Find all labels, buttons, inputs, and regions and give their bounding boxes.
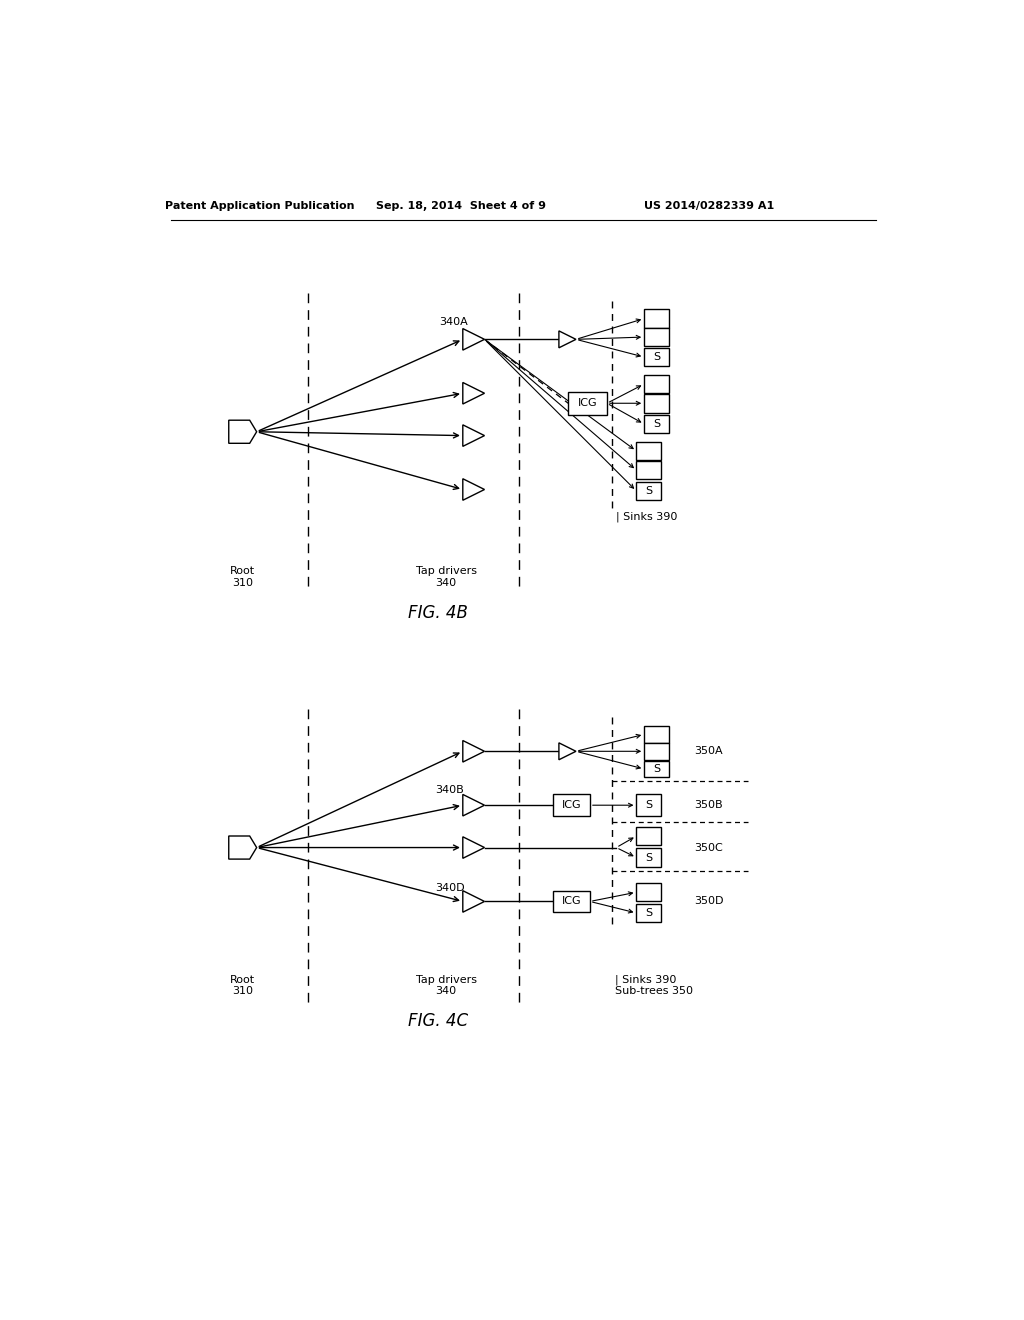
FancyBboxPatch shape xyxy=(644,327,669,346)
FancyBboxPatch shape xyxy=(644,414,669,433)
Text: | Sinks 390: | Sinks 390 xyxy=(614,974,676,985)
FancyBboxPatch shape xyxy=(636,795,662,816)
Text: S: S xyxy=(653,352,660,362)
Polygon shape xyxy=(463,479,484,500)
Text: S: S xyxy=(645,908,652,917)
FancyBboxPatch shape xyxy=(636,442,662,461)
Polygon shape xyxy=(559,743,575,760)
Text: ICG: ICG xyxy=(578,399,597,408)
Text: US 2014/0282339 A1: US 2014/0282339 A1 xyxy=(644,201,774,211)
Text: FIG. 4B: FIG. 4B xyxy=(408,603,468,622)
FancyBboxPatch shape xyxy=(644,309,669,327)
FancyBboxPatch shape xyxy=(644,760,669,777)
FancyBboxPatch shape xyxy=(644,348,669,367)
Text: ICG: ICG xyxy=(561,800,581,810)
FancyBboxPatch shape xyxy=(636,849,662,867)
FancyBboxPatch shape xyxy=(553,891,590,912)
Polygon shape xyxy=(463,795,484,816)
Text: 340B: 340B xyxy=(435,785,464,795)
Polygon shape xyxy=(463,383,484,404)
FancyBboxPatch shape xyxy=(644,743,669,760)
Text: 350C: 350C xyxy=(693,842,723,853)
Text: 350D: 350D xyxy=(693,896,723,907)
Text: Root
310: Root 310 xyxy=(230,566,255,589)
FancyBboxPatch shape xyxy=(644,395,669,412)
Text: Sub-trees 350: Sub-trees 350 xyxy=(614,986,692,997)
FancyBboxPatch shape xyxy=(568,392,607,414)
FancyBboxPatch shape xyxy=(636,904,662,923)
FancyBboxPatch shape xyxy=(636,826,662,845)
Text: ICG: ICG xyxy=(561,896,581,907)
Polygon shape xyxy=(228,836,257,859)
Polygon shape xyxy=(228,420,257,444)
FancyBboxPatch shape xyxy=(644,375,669,393)
Text: Tap drivers
340: Tap drivers 340 xyxy=(416,974,477,997)
Polygon shape xyxy=(463,425,484,446)
Polygon shape xyxy=(463,891,484,912)
Text: S: S xyxy=(645,853,652,862)
Text: S: S xyxy=(653,764,660,774)
Polygon shape xyxy=(463,329,484,350)
FancyBboxPatch shape xyxy=(636,482,662,500)
Text: 340D: 340D xyxy=(435,883,465,892)
FancyBboxPatch shape xyxy=(644,726,669,743)
Text: Sep. 18, 2014  Sheet 4 of 9: Sep. 18, 2014 Sheet 4 of 9 xyxy=(376,201,546,211)
Text: S: S xyxy=(645,486,652,496)
Polygon shape xyxy=(463,741,484,762)
Text: Root
310: Root 310 xyxy=(230,974,255,997)
Text: Patent Application Publication: Patent Application Publication xyxy=(165,201,354,211)
Polygon shape xyxy=(559,331,575,348)
Text: 350B: 350B xyxy=(693,800,722,810)
FancyBboxPatch shape xyxy=(636,883,662,902)
Text: 350A: 350A xyxy=(693,746,722,756)
Text: S: S xyxy=(645,800,652,810)
Text: S: S xyxy=(653,418,660,429)
Text: Tap drivers
340: Tap drivers 340 xyxy=(416,566,477,589)
Polygon shape xyxy=(463,837,484,858)
FancyBboxPatch shape xyxy=(636,461,662,479)
Text: | Sinks 390: | Sinks 390 xyxy=(616,511,678,521)
Text: FIG. 4C: FIG. 4C xyxy=(408,1012,468,1030)
Text: 340A: 340A xyxy=(439,317,468,326)
FancyBboxPatch shape xyxy=(553,795,590,816)
